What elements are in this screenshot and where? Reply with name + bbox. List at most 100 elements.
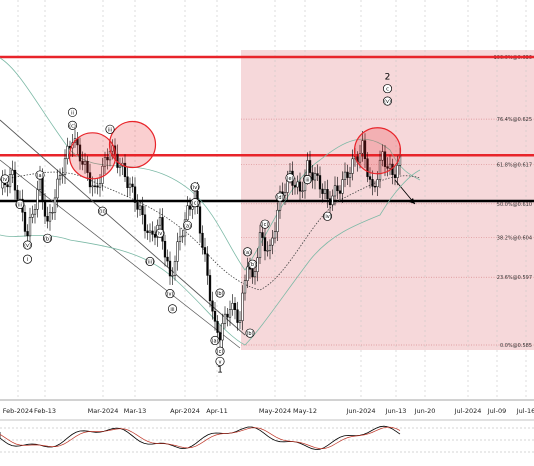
candle-body	[321, 188, 324, 194]
wave-label: (d)	[276, 195, 283, 201]
x-tick-label: Jun-2024	[345, 407, 375, 415]
wave-label-circle	[260, 219, 270, 229]
wave-label: (iv)	[191, 185, 199, 191]
fib-level-label: 0.0%@0.585	[500, 343, 532, 349]
candle-body	[91, 185, 94, 188]
candle-body	[26, 231, 29, 237]
candle-body	[168, 260, 172, 277]
candle-body	[208, 275, 212, 302]
candle-body	[153, 234, 157, 238]
wave-label-circle	[145, 256, 155, 266]
candle-body	[148, 230, 152, 233]
candle-body	[143, 214, 147, 232]
x-tick-label: Apr-11	[206, 407, 227, 415]
wave-label-circle	[245, 328, 255, 338]
wave-label-circle	[242, 247, 253, 257]
wave-label: (v)	[24, 243, 31, 249]
wave-label-circle	[210, 335, 220, 346]
candle-body	[273, 231, 277, 239]
wave-label-circle	[322, 211, 333, 221]
wave-label: (a)	[184, 223, 191, 229]
candle-body	[338, 190, 342, 194]
candle-body	[393, 174, 397, 178]
candle-body	[343, 171, 347, 180]
candle-body	[16, 189, 19, 200]
wave-label-circle	[165, 289, 175, 299]
candle-body	[53, 197, 57, 213]
x-tick-label: Apr-2024	[170, 407, 200, 415]
osc-main-line	[0, 425, 401, 450]
candle-body	[363, 140, 367, 159]
candle-body	[323, 189, 327, 194]
candle-body	[336, 185, 339, 192]
candle-body	[23, 211, 27, 232]
candle-body	[241, 292, 244, 321]
candle-body	[98, 183, 102, 188]
x-tick-label: Jun-20	[414, 407, 436, 415]
candle-body	[128, 183, 132, 188]
candle-body	[296, 181, 299, 188]
wave-label-circle	[15, 199, 25, 209]
candle-body	[56, 178, 59, 199]
candle-body	[328, 198, 332, 206]
candle-body	[203, 247, 207, 255]
x-tick-label: Jul-16	[516, 407, 534, 415]
candle-body	[166, 256, 169, 262]
candle-body	[158, 217, 162, 226]
osc-signal-line	[0, 426, 401, 449]
candle-body	[8, 174, 12, 188]
wave-label-circle	[247, 259, 258, 269]
projection-arrow-head	[409, 198, 415, 204]
wave-label-circle	[382, 84, 393, 94]
candle-body	[333, 185, 337, 197]
candle-body	[126, 176, 129, 188]
wave-label-circle	[215, 356, 225, 366]
wave-label: (e)	[287, 176, 294, 182]
candle-body	[218, 332, 222, 341]
candle-body	[223, 313, 227, 324]
annotation-circle	[68, 132, 117, 180]
candle-body	[46, 216, 49, 222]
candle-body	[43, 200, 47, 217]
wave-label: (a)	[244, 250, 251, 256]
wave-label: (iii)	[146, 259, 154, 265]
candle-body	[13, 169, 17, 191]
candle-body	[173, 261, 177, 276]
candle-body	[141, 205, 144, 216]
wave-label-circle	[67, 120, 78, 130]
wave-label: (iii)	[16, 202, 24, 208]
wave-label-circle	[302, 174, 313, 185]
candle-body	[318, 175, 322, 190]
wave-label-circle	[22, 240, 33, 250]
candle-body	[238, 320, 242, 323]
wave-label-circle	[35, 170, 45, 180]
candle-body	[133, 186, 137, 203]
candle-body	[341, 179, 344, 194]
candle-body	[36, 189, 39, 210]
x-tick-label: Mar-2024	[88, 407, 119, 415]
wave-label: 2	[385, 72, 391, 82]
wave-label: (b)	[246, 331, 253, 337]
candle-body	[211, 300, 214, 312]
candle-body	[66, 145, 69, 160]
candle-body	[301, 190, 304, 192]
candle-body	[151, 230, 154, 235]
wave-label-circle	[275, 192, 285, 202]
candle-body	[136, 202, 139, 210]
candle-body	[188, 205, 192, 210]
candle-body	[96, 185, 99, 188]
wave-label: ii	[71, 110, 74, 116]
candle-body	[103, 157, 107, 167]
candle-body	[171, 275, 174, 277]
candle-body	[236, 309, 239, 323]
trend-channel-upper	[0, 119, 246, 336]
wave-label-circle	[0, 174, 10, 184]
wave-label-circle	[215, 346, 225, 356]
candle-body	[6, 184, 9, 188]
candle-body	[118, 165, 122, 168]
candle-body	[366, 158, 369, 177]
candle-body	[28, 217, 32, 237]
candle-body	[251, 268, 254, 278]
